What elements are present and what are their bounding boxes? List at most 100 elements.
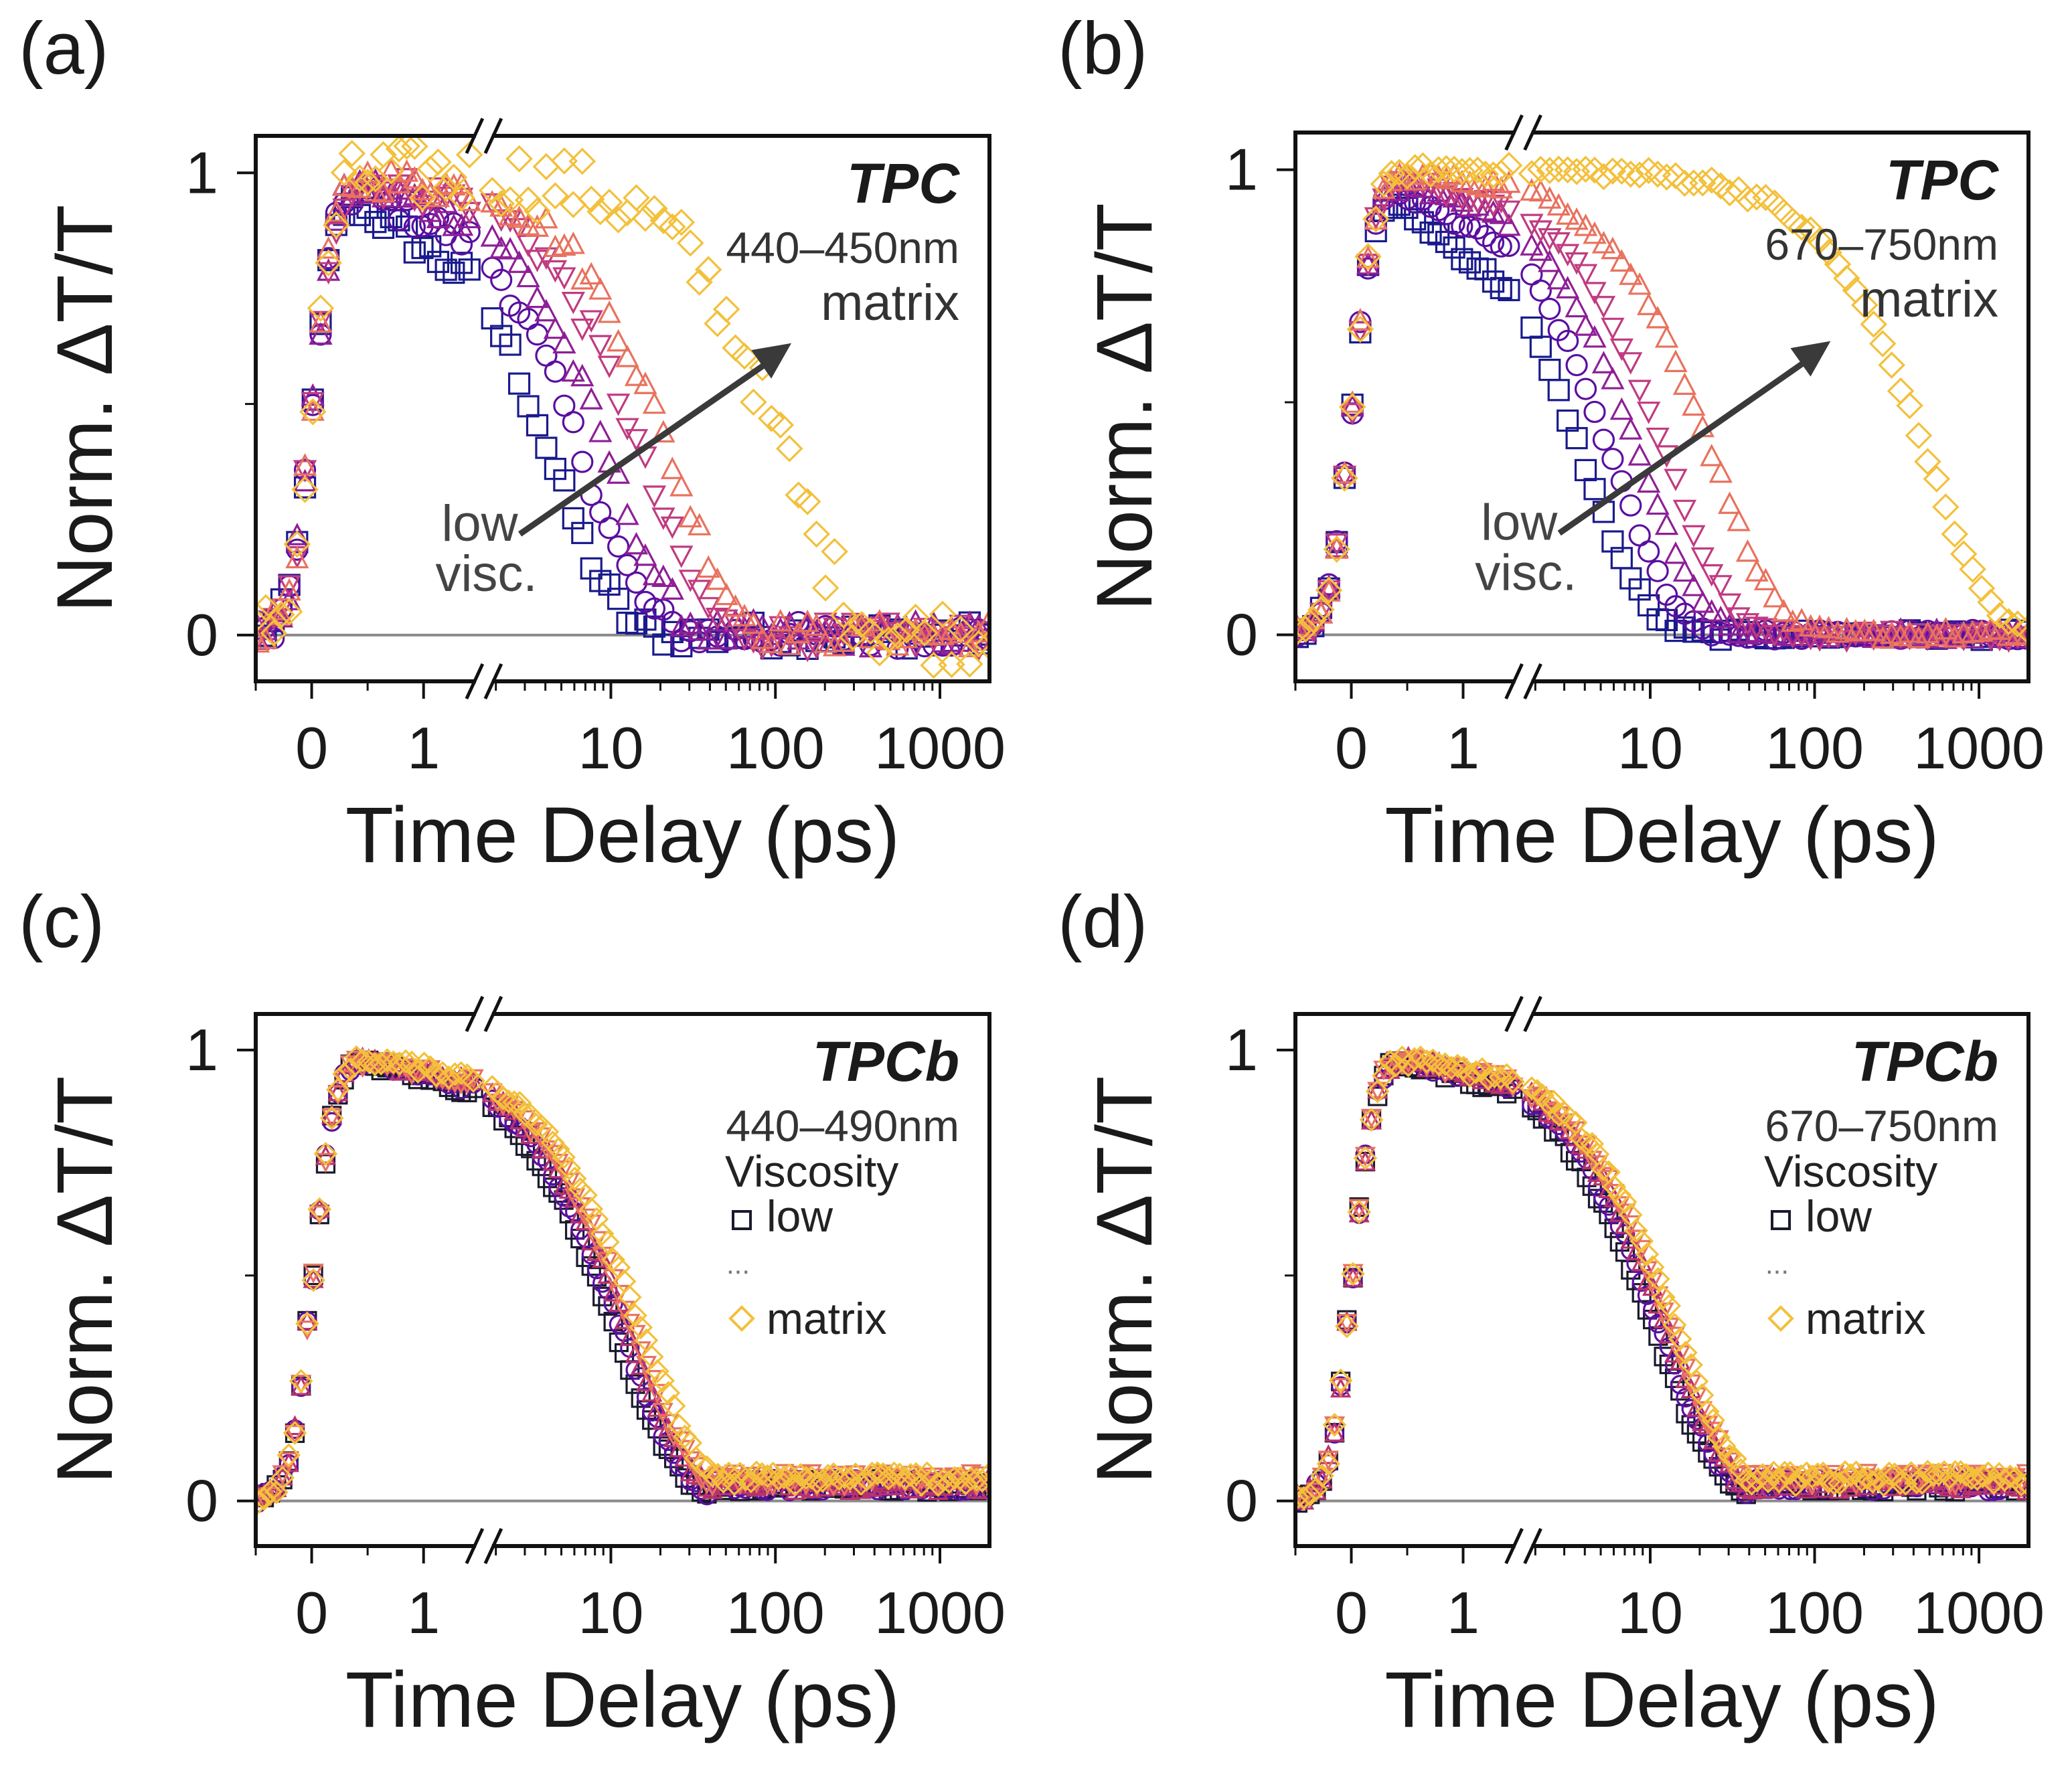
data-point	[516, 264, 540, 288]
data-point	[1495, 151, 1523, 179]
y-tick-label: 0	[185, 602, 218, 668]
data-point	[868, 608, 892, 632]
data-point	[550, 147, 578, 175]
data-point	[603, 1281, 624, 1302]
data-point	[866, 639, 894, 667]
y-tick-label: 1	[185, 139, 218, 205]
axis-break-mark	[465, 117, 485, 155]
data-point	[1797, 216, 1824, 244]
data-point	[831, 629, 856, 652]
data-point	[1488, 1065, 1513, 1090]
data-point	[1520, 1076, 1544, 1100]
data-point	[403, 216, 426, 238]
data-point	[1743, 183, 1771, 211]
data-point	[606, 394, 631, 416]
legend-ellipsis: ...	[726, 1248, 750, 1280]
data-point	[419, 213, 442, 236]
data-point	[652, 1403, 673, 1423]
data-point	[804, 613, 829, 636]
data-point	[546, 1137, 570, 1161]
data-point	[1527, 155, 1555, 183]
axis-break-mark	[1523, 114, 1542, 151]
series-5	[1295, 1045, 2028, 1511]
data-point	[887, 1462, 912, 1487]
data-point	[1544, 155, 1573, 183]
data-point	[524, 197, 551, 225]
data-point	[1338, 393, 1366, 421]
data-point	[291, 1375, 312, 1395]
data-point	[1500, 1070, 1525, 1094]
data-point	[1356, 245, 1380, 268]
data-point	[577, 185, 605, 213]
data-point	[1601, 367, 1625, 390]
data-point	[1921, 1462, 1945, 1487]
data-point	[1708, 575, 1733, 598]
data-point	[1325, 533, 1349, 556]
data-point	[1727, 607, 1751, 630]
data-point	[588, 335, 613, 358]
data-point	[293, 460, 317, 483]
data-point	[338, 140, 366, 167]
data-point	[548, 1158, 569, 1179]
data-point	[496, 186, 524, 214]
data-point	[1356, 257, 1380, 280]
data-point	[1328, 1368, 1353, 1393]
y-tick-label: 1	[185, 1017, 218, 1083]
data-point	[561, 292, 585, 315]
data-point	[393, 136, 420, 160]
data-point	[507, 205, 532, 228]
data-point	[313, 1142, 338, 1166]
data-point	[651, 1369, 675, 1393]
data-point	[293, 468, 317, 492]
y-tick-label: 1	[1225, 137, 1258, 203]
data-point	[1340, 394, 1364, 417]
data-point	[1530, 1084, 1555, 1108]
data-point	[1386, 159, 1413, 186]
data-point	[1753, 618, 1778, 641]
series-6	[256, 136, 989, 679]
data-point	[630, 1355, 651, 1375]
data-point	[1470, 1057, 1494, 1082]
axis-break-mark	[1504, 1527, 1524, 1565]
data-point	[1970, 619, 1994, 642]
data-point	[669, 545, 694, 568]
data-point	[1565, 294, 1589, 318]
data-point	[904, 1462, 929, 1486]
x-tick-label: 1000	[1913, 715, 2045, 781]
data-point	[642, 391, 667, 414]
data-point	[1608, 157, 1636, 185]
data-point	[803, 520, 830, 548]
data-point	[276, 1443, 301, 1468]
data-point	[1624, 1218, 1648, 1243]
data-point	[1664, 1327, 1686, 1347]
data-point	[1583, 282, 1607, 305]
data-point	[507, 218, 532, 241]
data-point	[285, 545, 309, 569]
data-point	[1657, 1294, 1682, 1318]
data-point	[1653, 1302, 1674, 1323]
data-point	[926, 1472, 951, 1497]
data-point	[1403, 168, 1427, 191]
data-point	[750, 1462, 775, 1486]
data-point	[746, 1476, 767, 1497]
legend-title: Viscosity	[1764, 1146, 1937, 1196]
data-point	[524, 1112, 548, 1137]
data-point	[1723, 1446, 1747, 1471]
data-point	[505, 145, 533, 173]
panel-label: (d)	[1058, 881, 1147, 963]
data-point	[1538, 186, 1562, 209]
data-point	[821, 537, 848, 566]
data-point	[1591, 351, 1616, 373]
data-point	[1860, 311, 1888, 338]
data-point	[1753, 568, 1778, 591]
plot-frame	[1293, 1012, 2030, 1548]
data-point	[353, 169, 382, 196]
plot-title: TPC	[847, 152, 960, 215]
data-point	[324, 199, 348, 222]
data-point	[1907, 625, 1931, 649]
arrow-end-label: matrix	[821, 274, 959, 331]
chart-panel-b: (b) 0 1 10 100 1000 0 1 Time Delay (ps) Norm. ΔT/…	[1058, 7, 2045, 879]
data-point	[623, 1303, 647, 1328]
arrow-end-label: matrix	[1860, 271, 1998, 328]
